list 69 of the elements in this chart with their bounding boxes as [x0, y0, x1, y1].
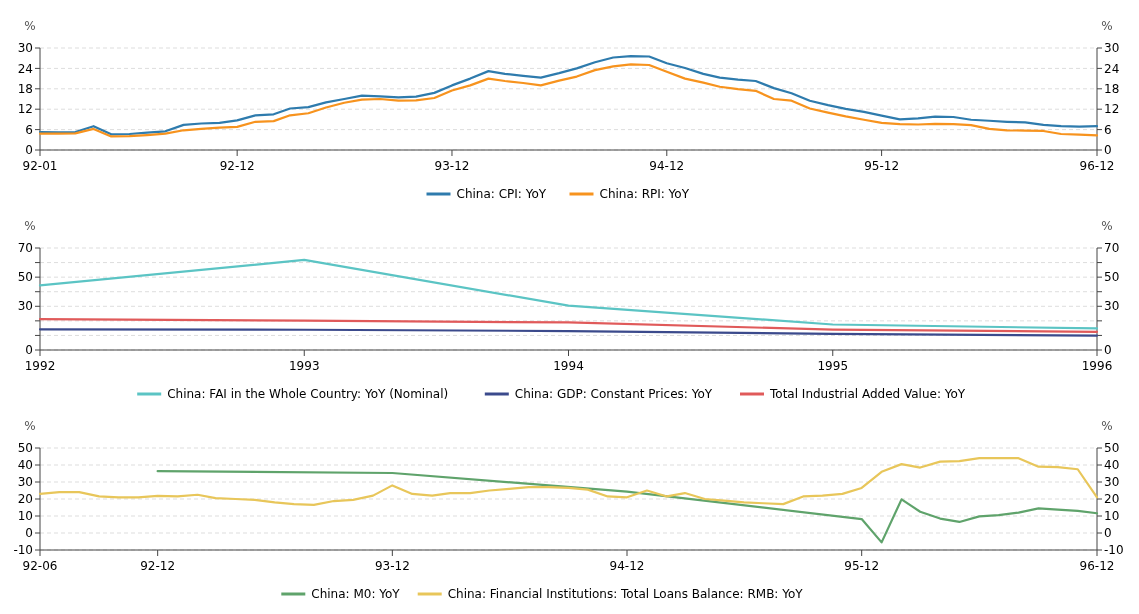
y-tick-label: 40: [17, 458, 33, 473]
x-tick-label: 92-06: [22, 559, 58, 573]
y2-tick-label: 30: [1104, 41, 1120, 56]
x-tick-label: 1996: [1081, 359, 1113, 373]
y2-axis-title: %: [1101, 19, 1113, 33]
y-tick-label: 0: [25, 143, 33, 158]
y-tick-label: -10: [13, 543, 33, 558]
legend-label: China: Financial Institutions: Total Loans Balance: RMB: YoY: [447, 587, 804, 602]
x-tick-label: 93-12: [434, 159, 470, 173]
x-tick-label: 1993: [288, 359, 320, 373]
line-series: [38, 258, 1099, 330]
x-tick-label: 92-12: [219, 159, 255, 173]
legend-label: Total Industrial Added Value: YoY: [769, 387, 966, 402]
y2-axis-title: %: [1101, 219, 1113, 233]
legend-label: China: GDP: Constant Prices: YoY: [514, 387, 713, 402]
line-series: [156, 470, 1099, 544]
x-tick-label: 95-12: [864, 159, 900, 173]
y2-tick-label: 20: [1104, 492, 1120, 507]
y-tick-label: 18: [17, 82, 33, 96]
y2-tick-label: 6: [1104, 122, 1112, 137]
y-tick-label: 50: [17, 270, 33, 285]
legend-label: China: FAI in the Whole Country: YoY (Nominal): [167, 387, 449, 402]
y-tick-label: 12: [17, 102, 33, 117]
y2-tick-label: -10: [1104, 543, 1124, 558]
line-series: [38, 318, 1099, 333]
y2-tick-label: 30: [1104, 475, 1120, 490]
x-tick-label: 93-12: [374, 559, 410, 573]
y-tick-label: 0: [25, 343, 33, 358]
y2-tick-label: 70: [1104, 241, 1120, 256]
x-tick-label: 94-12: [609, 559, 645, 573]
y2-tick-label: 18: [1104, 82, 1120, 96]
y2-tick-label: 0: [1104, 143, 1112, 158]
y-axis-title: %: [24, 419, 36, 433]
y2-tick-label: 50: [1104, 441, 1120, 456]
legend-label: China: M0: YoY: [311, 587, 401, 602]
y2-tick-label: 40: [1104, 458, 1120, 473]
x-tick-label: 1994: [553, 359, 584, 373]
y-tick-label: 30: [17, 475, 33, 490]
y2-tick-label: 24: [1104, 61, 1120, 76]
line-series: [38, 328, 1099, 337]
y2-tick-label: 30: [1104, 299, 1120, 314]
legend-label: China: CPI: YoY: [456, 187, 547, 202]
y-tick-label: 0: [25, 526, 33, 541]
y-tick-label: 70: [17, 241, 33, 256]
y2-tick-label: 12: [1104, 102, 1120, 117]
y-tick-label: 10: [17, 509, 33, 524]
y-tick-label: 20: [17, 492, 33, 507]
y-tick-label: 6: [25, 122, 33, 137]
x-tick-label: 1992: [24, 359, 56, 373]
x-tick-label: 96-12: [1079, 159, 1115, 173]
x-tick-label: 96-12: [1079, 559, 1115, 573]
x-tick-label: 1995: [817, 359, 849, 373]
y-axis-title: %: [24, 19, 36, 33]
y-tick-label: 30: [17, 299, 33, 314]
x-tick-label: 92-01: [22, 159, 58, 173]
y2-tick-label: 10: [1104, 509, 1120, 524]
y2-tick-label: 50: [1104, 270, 1120, 285]
legend-label: China: RPI: YoY: [599, 187, 690, 202]
y-tick-label: 50: [17, 441, 33, 456]
y2-axis-title: %: [1101, 419, 1113, 433]
x-tick-label: 95-12: [844, 559, 880, 573]
x-tick-label: 92-12: [140, 559, 176, 573]
y2-tick-label: 0: [1104, 343, 1112, 358]
x-tick-label: 94-12: [649, 159, 685, 173]
line-series: [38, 457, 1099, 507]
y-axis-title: %: [24, 219, 36, 233]
y-tick-label: 24: [17, 61, 33, 76]
y2-tick-label: 0: [1104, 526, 1112, 541]
y-tick-label: 30: [17, 41, 33, 56]
